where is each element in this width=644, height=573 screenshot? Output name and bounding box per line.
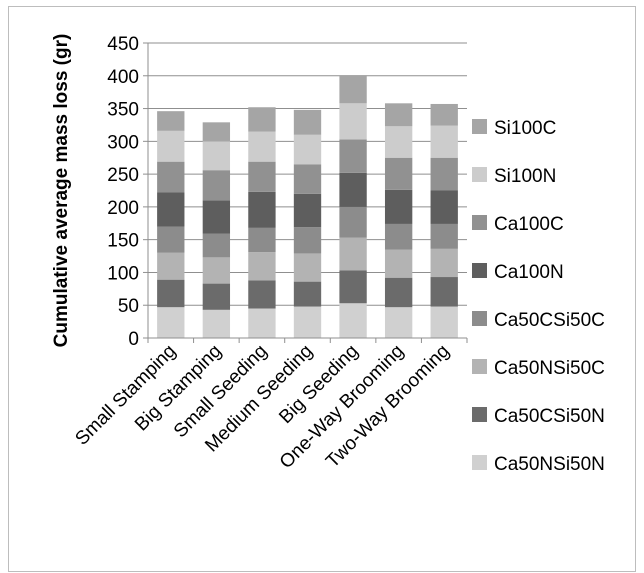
bar-segment [430, 277, 458, 307]
bar-segment [202, 309, 231, 338]
bar-segment [157, 307, 185, 338]
legend-swatch [472, 455, 487, 470]
bar-segment [339, 103, 367, 140]
bar-segment [293, 193, 322, 228]
legend-label: Ca50CSi50C [494, 310, 605, 331]
legend-swatch [472, 119, 487, 134]
bar-segment [384, 307, 413, 338]
bar-segment [202, 141, 231, 171]
y-axis-title: Cumulative average mass loss (gr) [51, 34, 72, 348]
y-tick-label: 300 [107, 132, 139, 153]
bar-segment [293, 164, 322, 194]
bar-segment [157, 111, 185, 131]
bar-segment [430, 157, 458, 191]
legend-swatch [472, 263, 487, 278]
bar-segment [339, 75, 367, 104]
bar-segment [339, 139, 367, 173]
bar-segment [339, 270, 367, 304]
bar-segment [248, 227, 276, 253]
bar-segment [384, 277, 413, 308]
bar-segment [430, 223, 458, 249]
bar-segment [293, 134, 322, 165]
bar-segment [430, 125, 458, 158]
bar-segment [384, 126, 413, 158]
bar-segment [248, 280, 276, 309]
legend-swatch [472, 167, 487, 182]
legend-label: Ca50CSi50N [494, 406, 605, 427]
legend-swatch [472, 359, 487, 374]
bar-segment [339, 172, 367, 207]
bar-segment [202, 283, 231, 310]
bar-segment [384, 157, 413, 190]
legend-label: Si100N [494, 166, 556, 187]
legend: Si100C Si100N Ca100C Ca100N Ca50CSi50C Ca50NS… [472, 118, 605, 475]
y-tick-label: 150 [107, 231, 139, 252]
legend-label: Ca50NSi50C [494, 358, 605, 379]
bar-segment [293, 253, 322, 282]
bar-segment [248, 161, 276, 192]
legend-swatch [472, 407, 487, 422]
y-tick-label: 350 [107, 100, 139, 121]
legend-label: Ca50NSi50N [494, 454, 605, 475]
axes [147, 43, 468, 343]
legend-label: Si100C [494, 118, 556, 139]
bar-segment [384, 249, 413, 278]
y-tick-label: 200 [107, 198, 139, 219]
bar-segment [339, 237, 367, 271]
bar-segment [202, 233, 231, 258]
y-tick-labels: 0 50 100 150 200 250 300 350 400 450 [107, 34, 139, 350]
y-tick-label: 400 [107, 67, 139, 88]
y-tick-label: 100 [107, 263, 139, 284]
bar-segment [430, 306, 458, 338]
bar-segment [293, 281, 322, 307]
y-tick-label: 0 [128, 329, 139, 350]
bar-segment [339, 303, 367, 338]
bar-segment [202, 122, 231, 142]
bar-segment [430, 248, 458, 278]
bar-segment [157, 279, 185, 308]
chart-frame: 0 50 100 150 200 250 300 350 400 450 Small Stampi… [8, 6, 636, 572]
bar-segment [430, 103, 458, 126]
bar-segment [384, 103, 413, 127]
bar-segment [248, 191, 276, 228]
bar-segment [248, 131, 276, 162]
legend-swatch [472, 311, 487, 326]
bar-segment [293, 109, 322, 135]
bar-segment [157, 161, 185, 193]
bar-segment [339, 206, 367, 238]
bar-segment [202, 257, 231, 284]
y-tick-label: 450 [107, 34, 139, 55]
bar-segment [202, 170, 231, 201]
bars [157, 75, 458, 338]
bar-segment [384, 189, 413, 224]
bar-segment [248, 107, 276, 132]
bar-segment [293, 227, 322, 254]
stacked-bar-chart: 0 50 100 150 200 250 300 350 400 450 Small Stampi… [51, 34, 605, 475]
legend-label: Ca100N [494, 262, 564, 283]
y-tick-label: 50 [118, 296, 139, 317]
legend-swatch [472, 215, 487, 230]
bar-segment [248, 252, 276, 281]
bar-segment [202, 200, 231, 234]
legend-label: Ca100C [494, 214, 564, 235]
bar-segment [157, 130, 185, 162]
bar-segment [248, 308, 276, 338]
bar-segment [157, 252, 185, 280]
bar-segment [430, 190, 458, 224]
bar-segment [384, 223, 413, 250]
bar-segment [157, 192, 185, 227]
bar-segment [293, 306, 322, 338]
y-tick-label: 250 [107, 165, 139, 186]
bar-segment [157, 226, 185, 253]
